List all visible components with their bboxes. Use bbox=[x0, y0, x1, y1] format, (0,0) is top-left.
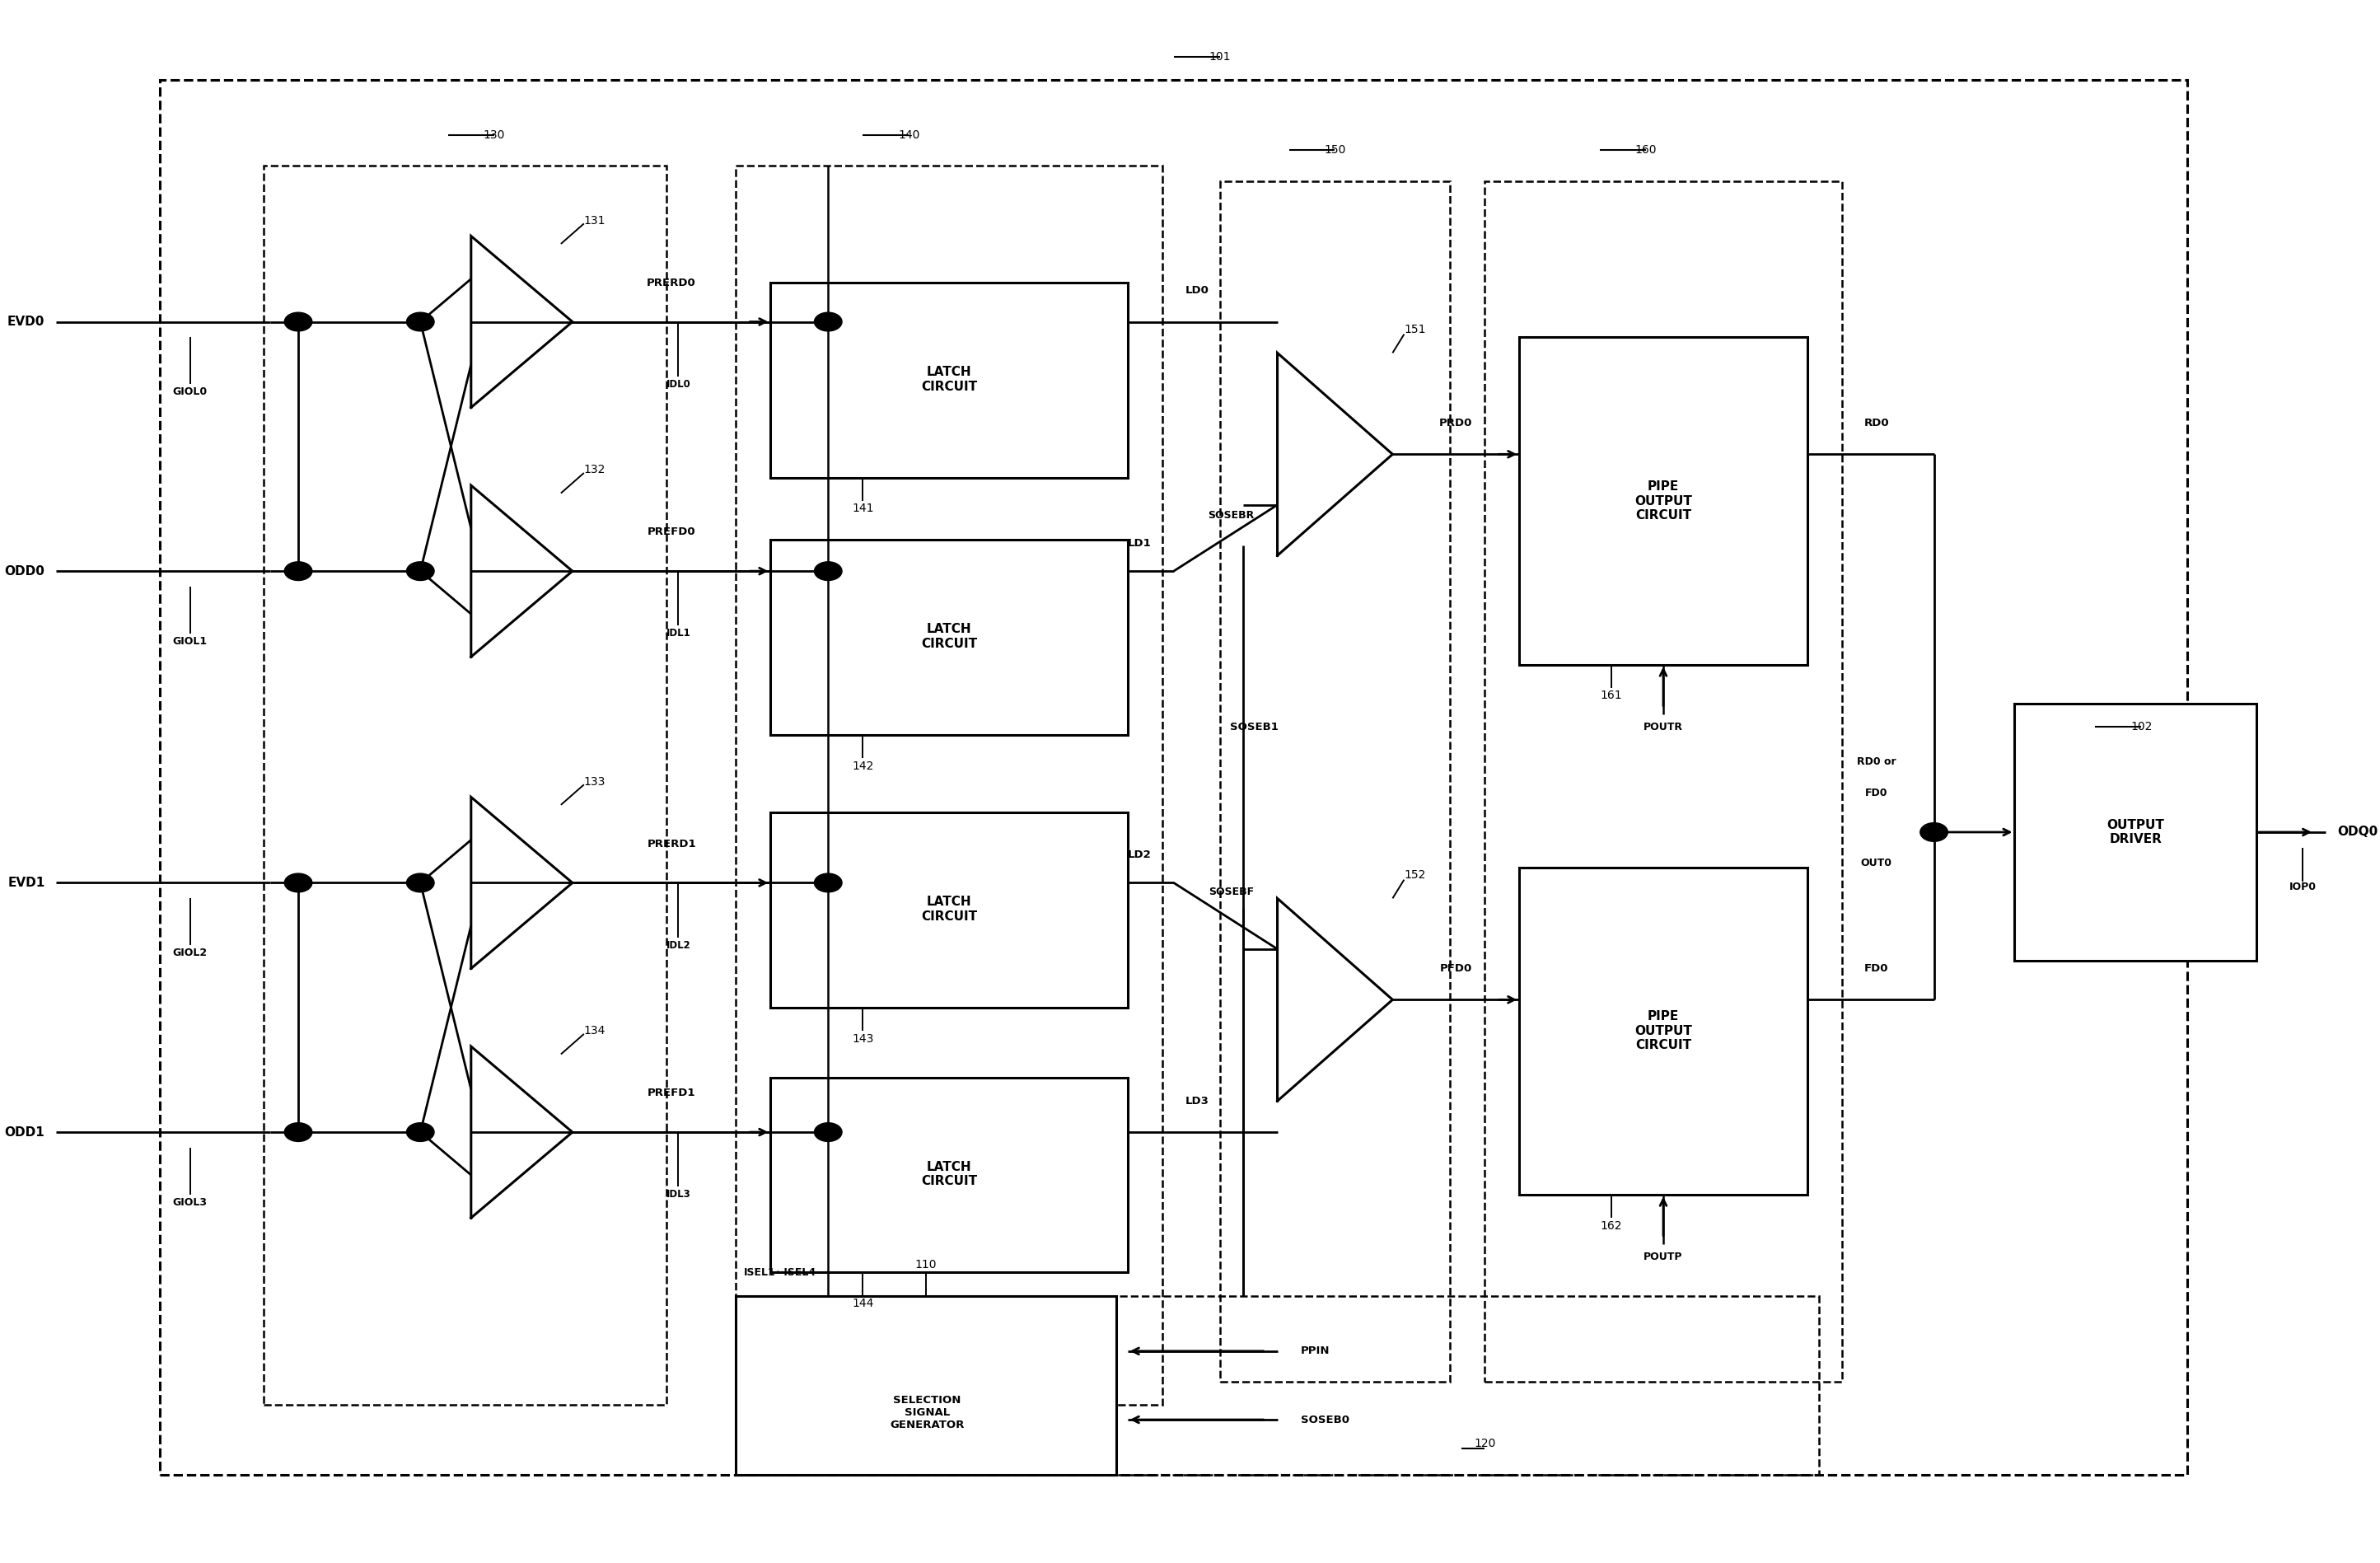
Circle shape bbox=[286, 313, 312, 331]
Text: SOSEBR: SOSEBR bbox=[1209, 510, 1254, 520]
Text: 151: 151 bbox=[1404, 324, 1426, 336]
Text: PREFD0: PREFD0 bbox=[647, 527, 695, 538]
Circle shape bbox=[286, 561, 312, 580]
Text: OUTPUT
DRIVER: OUTPUT DRIVER bbox=[2106, 819, 2163, 846]
Text: ISEL1~ISEL4: ISEL1~ISEL4 bbox=[745, 1268, 816, 1279]
Text: 144: 144 bbox=[852, 1297, 873, 1310]
Circle shape bbox=[286, 1122, 312, 1141]
Text: SOSEBF: SOSEBF bbox=[1209, 886, 1254, 897]
Text: PRERD0: PRERD0 bbox=[647, 278, 695, 288]
Text: 102: 102 bbox=[2130, 721, 2152, 733]
Text: GIOL3: GIOL3 bbox=[174, 1197, 207, 1208]
Circle shape bbox=[814, 1122, 843, 1141]
Text: IOP0: IOP0 bbox=[2290, 882, 2316, 892]
Bar bbox=[771, 283, 1128, 478]
Text: PREFD1: PREFD1 bbox=[647, 1088, 695, 1099]
Text: PRD0: PRD0 bbox=[1440, 417, 1473, 428]
Text: OUT0: OUT0 bbox=[1861, 858, 1892, 869]
Text: PPIN: PPIN bbox=[1299, 1346, 1330, 1357]
Text: IDL1: IDL1 bbox=[666, 628, 690, 639]
Text: POUTP: POUTP bbox=[1645, 1252, 1683, 1263]
Text: IDL0: IDL0 bbox=[666, 378, 690, 389]
Text: LATCH
CIRCUIT: LATCH CIRCUIT bbox=[921, 1161, 978, 1188]
Text: 160: 160 bbox=[1635, 144, 1656, 156]
Bar bbox=[735, 166, 1161, 1405]
Text: LATCH
CIRCUIT: LATCH CIRCUIT bbox=[921, 366, 978, 392]
Text: ODD0: ODD0 bbox=[5, 564, 45, 577]
Text: 134: 134 bbox=[583, 1025, 605, 1036]
Text: LD0: LD0 bbox=[1185, 284, 1209, 295]
Bar bbox=[735, 1296, 1818, 1475]
Text: 131: 131 bbox=[583, 214, 607, 227]
Text: 140: 140 bbox=[897, 130, 919, 141]
Text: 101: 101 bbox=[1209, 52, 1230, 63]
Bar bbox=[771, 539, 1128, 735]
Text: GIOL1: GIOL1 bbox=[174, 636, 207, 647]
Circle shape bbox=[814, 313, 843, 331]
Bar bbox=[159, 80, 2187, 1475]
Text: PIPE
OUTPUT
CIRCUIT: PIPE OUTPUT CIRCUIT bbox=[1635, 1010, 1692, 1052]
Text: 110: 110 bbox=[916, 1258, 938, 1271]
Text: EVD0: EVD0 bbox=[7, 316, 45, 328]
Bar bbox=[771, 813, 1128, 1008]
Text: 152: 152 bbox=[1404, 869, 1426, 882]
Text: 130: 130 bbox=[483, 130, 505, 141]
Text: SOSEB1: SOSEB1 bbox=[1230, 722, 1278, 733]
Bar bbox=[1485, 181, 1842, 1382]
Circle shape bbox=[814, 874, 843, 892]
Text: 132: 132 bbox=[583, 464, 605, 475]
Bar bbox=[1221, 181, 1449, 1382]
Text: LATCH
CIRCUIT: LATCH CIRCUIT bbox=[921, 624, 978, 650]
Circle shape bbox=[407, 874, 433, 892]
Text: 141: 141 bbox=[852, 503, 873, 514]
Text: GIOL0: GIOL0 bbox=[174, 386, 207, 397]
Text: LD1: LD1 bbox=[1128, 538, 1152, 549]
Bar bbox=[771, 1077, 1128, 1272]
Circle shape bbox=[286, 874, 312, 892]
Bar bbox=[2013, 703, 2256, 961]
Text: FD0: FD0 bbox=[1864, 963, 1887, 974]
Circle shape bbox=[407, 313, 433, 331]
Circle shape bbox=[407, 1122, 433, 1141]
Bar bbox=[264, 166, 666, 1405]
Text: ODD1: ODD1 bbox=[5, 1125, 45, 1138]
Text: POUTR: POUTR bbox=[1645, 722, 1683, 733]
Text: PRERD1: PRERD1 bbox=[647, 838, 695, 849]
Text: 133: 133 bbox=[583, 775, 605, 788]
Text: SOSEB0: SOSEB0 bbox=[1299, 1415, 1349, 1425]
Bar bbox=[1518, 867, 1806, 1194]
Text: LD2: LD2 bbox=[1128, 849, 1152, 860]
Text: PFD0: PFD0 bbox=[1440, 963, 1473, 974]
Text: 161: 161 bbox=[1599, 689, 1623, 702]
Bar bbox=[735, 1296, 1116, 1475]
Circle shape bbox=[1921, 822, 1947, 841]
Text: IDL3: IDL3 bbox=[666, 1189, 690, 1200]
Text: PIPE
OUTPUT
CIRCUIT: PIPE OUTPUT CIRCUIT bbox=[1635, 480, 1692, 522]
Text: SELECTION
SIGNAL
GENERATOR: SELECTION SIGNAL GENERATOR bbox=[890, 1394, 964, 1430]
Circle shape bbox=[814, 561, 843, 580]
Text: RD0 or: RD0 or bbox=[1856, 756, 1897, 767]
Text: IDL2: IDL2 bbox=[666, 939, 690, 950]
Text: LD3: LD3 bbox=[1185, 1096, 1209, 1107]
Text: FD0: FD0 bbox=[1866, 788, 1887, 799]
Text: 143: 143 bbox=[852, 1033, 873, 1044]
Text: 150: 150 bbox=[1323, 144, 1345, 156]
Text: ODQ0: ODQ0 bbox=[2337, 825, 2378, 838]
Text: 162: 162 bbox=[1599, 1219, 1623, 1232]
Text: 120: 120 bbox=[1473, 1438, 1495, 1449]
Circle shape bbox=[407, 561, 433, 580]
Text: EVD1: EVD1 bbox=[7, 877, 45, 889]
Text: 142: 142 bbox=[852, 760, 873, 772]
Text: RD0: RD0 bbox=[1864, 417, 1890, 428]
Text: LATCH
CIRCUIT: LATCH CIRCUIT bbox=[921, 896, 978, 922]
Text: GIOL2: GIOL2 bbox=[174, 947, 207, 958]
Bar bbox=[1518, 338, 1806, 664]
